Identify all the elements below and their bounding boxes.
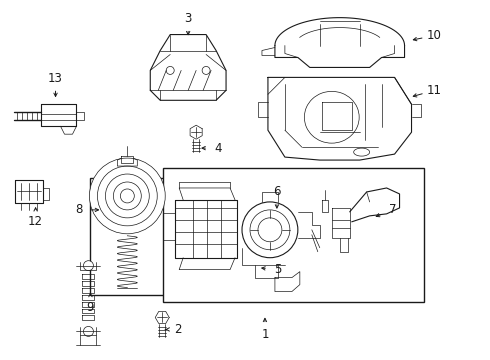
Bar xyxy=(163,168,424,302)
Bar xyxy=(91,178,165,294)
Circle shape xyxy=(113,182,141,210)
Circle shape xyxy=(98,166,157,226)
Text: 4: 4 xyxy=(214,141,222,155)
Text: 8: 8 xyxy=(75,203,82,216)
Text: 12: 12 xyxy=(28,215,43,228)
Text: 5: 5 xyxy=(274,263,282,276)
Text: 9: 9 xyxy=(87,301,94,314)
Circle shape xyxy=(166,67,174,75)
Text: 11: 11 xyxy=(427,84,442,97)
Text: 1: 1 xyxy=(261,328,269,341)
Text: 3: 3 xyxy=(184,12,192,25)
Circle shape xyxy=(83,261,94,271)
Circle shape xyxy=(105,174,149,218)
Circle shape xyxy=(250,210,290,250)
Circle shape xyxy=(83,327,94,336)
Circle shape xyxy=(258,218,282,242)
Text: 2: 2 xyxy=(174,323,182,336)
Circle shape xyxy=(202,67,210,75)
Circle shape xyxy=(242,202,298,258)
Text: 10: 10 xyxy=(427,29,442,42)
Text: 6: 6 xyxy=(273,185,281,198)
Text: 7: 7 xyxy=(389,203,396,216)
Circle shape xyxy=(121,189,134,203)
Circle shape xyxy=(90,158,165,234)
Text: 13: 13 xyxy=(48,72,63,85)
